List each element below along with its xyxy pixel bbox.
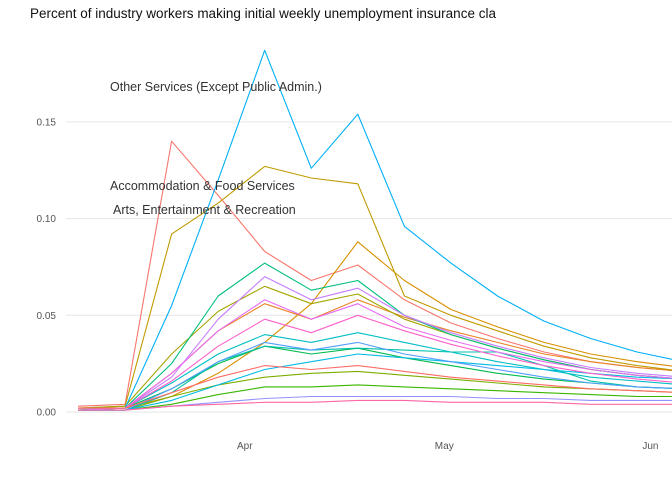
y-tick-label-0.15: 0.15 [37,117,57,128]
series-line-industry-04 [77,165,672,409]
series-line-industry-03 [77,241,672,411]
annotation-arts-entertainment-recreation: Arts, Entertainment & Recreation [113,203,296,217]
annotation-accommodation-food-services: Accommodation & Food Services [110,179,295,193]
series-line-industry-10 [77,345,672,411]
series-line-industry-20 [77,365,672,409]
y-tick-label-0.05: 0.05 [37,311,57,322]
series-line-industry-18 [77,314,672,409]
series-line-industry-07 [77,384,672,411]
chart-title: Percent of industry workers making initi… [30,6,496,21]
series-line-industry-19 [77,399,672,411]
series-line-industry-12 [77,353,672,411]
series-line-industry-16 [77,276,672,411]
annotation-other-services: Other Services (Except Public Admin.) [110,80,322,94]
series-line-industry-11 [77,332,672,409]
series-line-industry-17 [77,299,672,409]
series-line-industry-15 [77,395,672,411]
x-tick-label-May: May [435,441,454,452]
x-tick-label-Apr: Apr [237,441,253,452]
y-tick-label-0.00: 0.00 [37,408,57,419]
series-line-industry-14 [77,341,672,411]
series-line-industry-02 [77,299,672,409]
y-tick-label-0.10: 0.10 [37,214,57,225]
series-line-industry-13 [77,49,672,409]
x-tick-label-Jun: Jun [642,441,658,452]
